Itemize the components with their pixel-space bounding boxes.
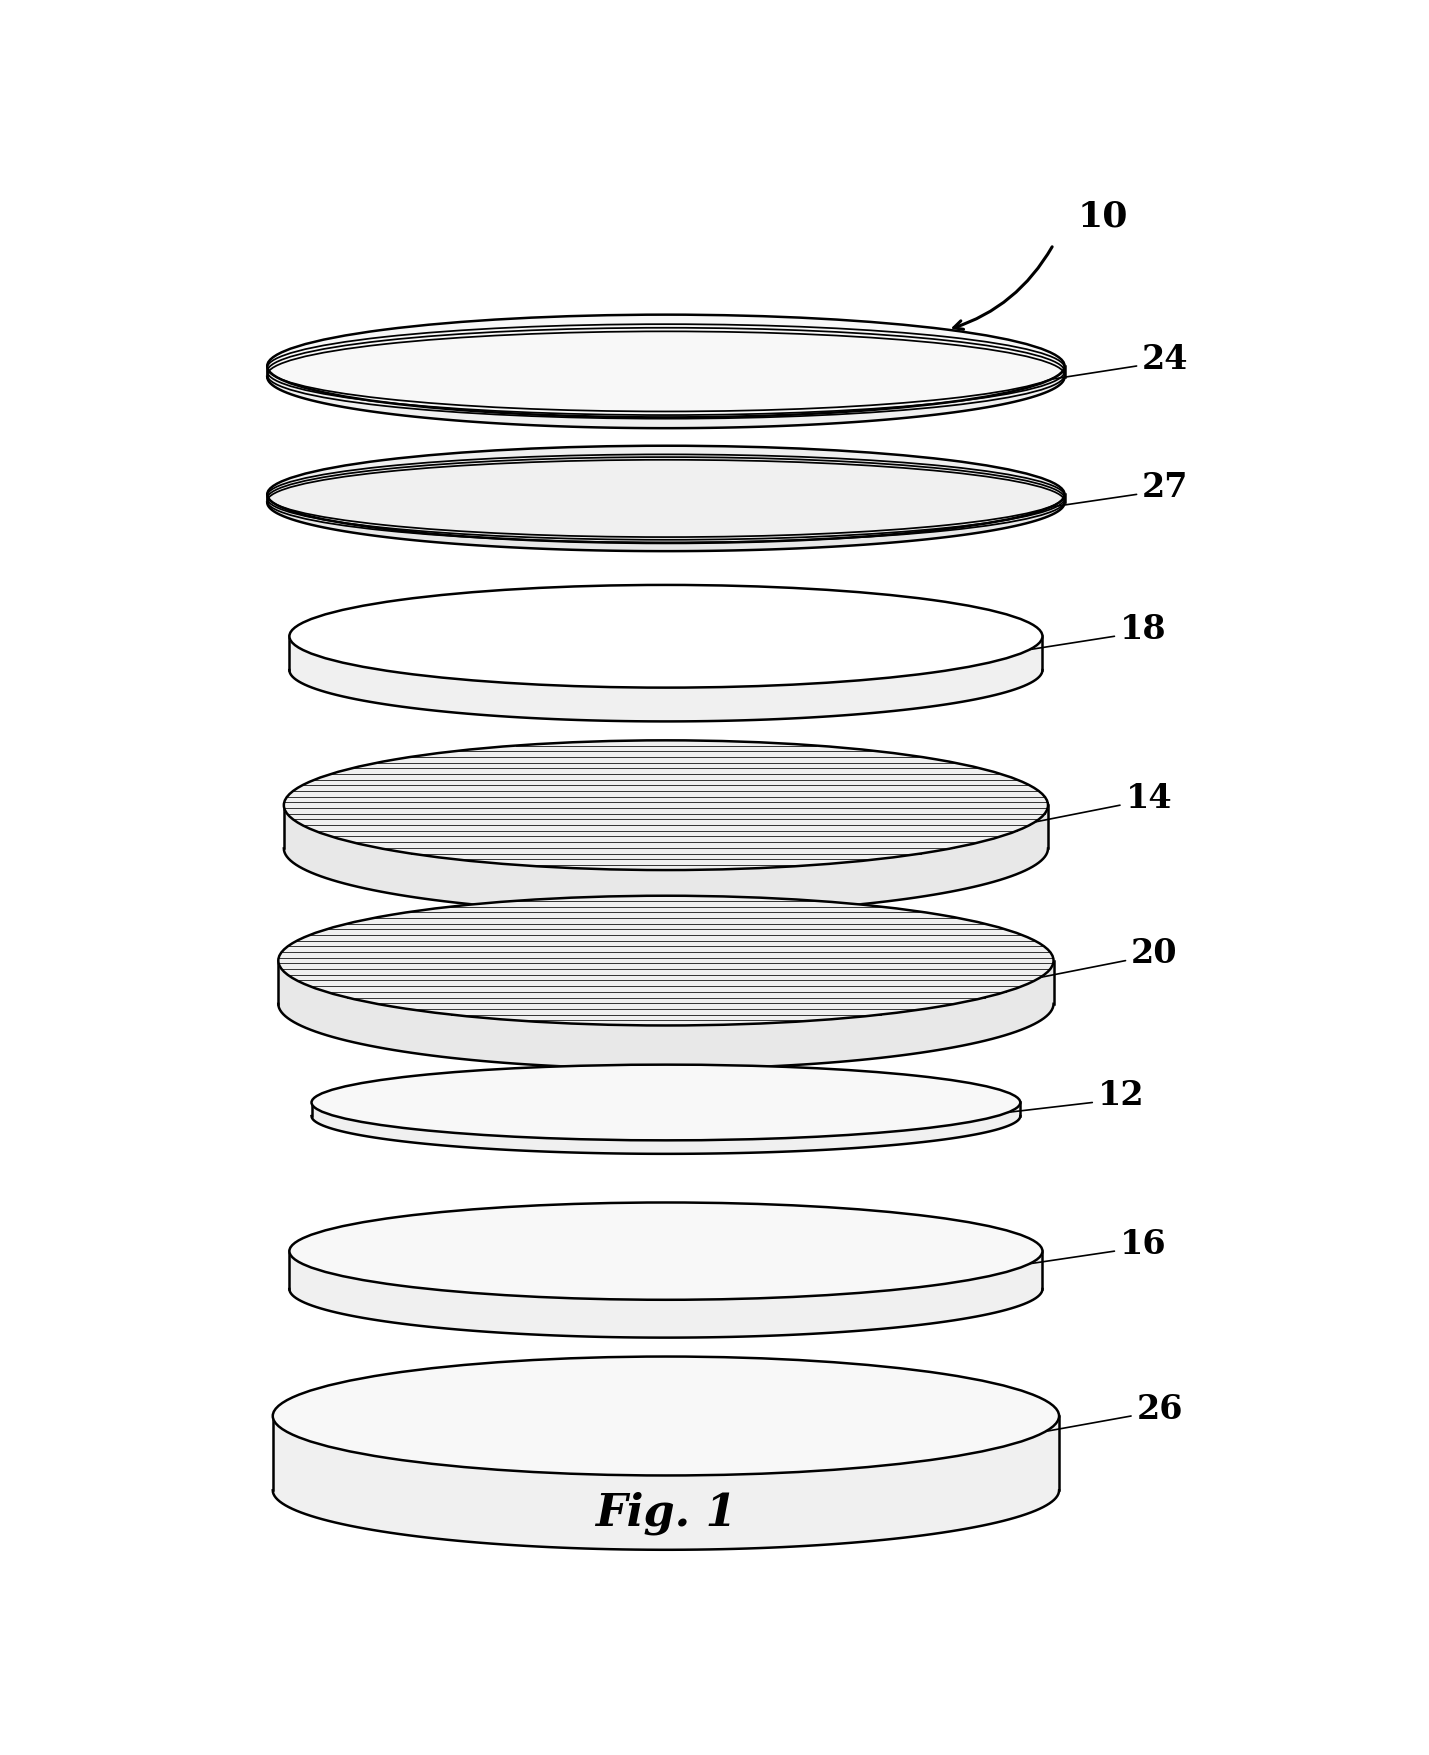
Text: 12: 12 [1097, 1079, 1145, 1113]
Polygon shape [267, 495, 1065, 551]
Polygon shape [289, 637, 1042, 721]
Ellipse shape [312, 1065, 1020, 1141]
Ellipse shape [289, 584, 1042, 688]
Ellipse shape [267, 446, 1065, 542]
Polygon shape [284, 806, 1047, 913]
Polygon shape [289, 1251, 1042, 1337]
Polygon shape [312, 1102, 1020, 1153]
Text: 14: 14 [1126, 783, 1172, 814]
Text: 10: 10 [1077, 200, 1129, 233]
Text: 18: 18 [1120, 612, 1166, 646]
Text: Fig. 1: Fig. 1 [594, 1492, 737, 1536]
Text: 20: 20 [1132, 937, 1177, 971]
Polygon shape [273, 1416, 1059, 1550]
Ellipse shape [289, 1202, 1042, 1300]
Ellipse shape [279, 895, 1053, 1025]
Text: 27: 27 [1142, 470, 1189, 504]
Ellipse shape [273, 1357, 1059, 1476]
Text: 26: 26 [1136, 1393, 1183, 1425]
Polygon shape [267, 367, 1065, 428]
Ellipse shape [284, 741, 1047, 870]
Text: 24: 24 [1142, 342, 1189, 376]
Text: 16: 16 [1120, 1228, 1166, 1260]
Ellipse shape [267, 314, 1065, 418]
Polygon shape [279, 960, 1053, 1069]
